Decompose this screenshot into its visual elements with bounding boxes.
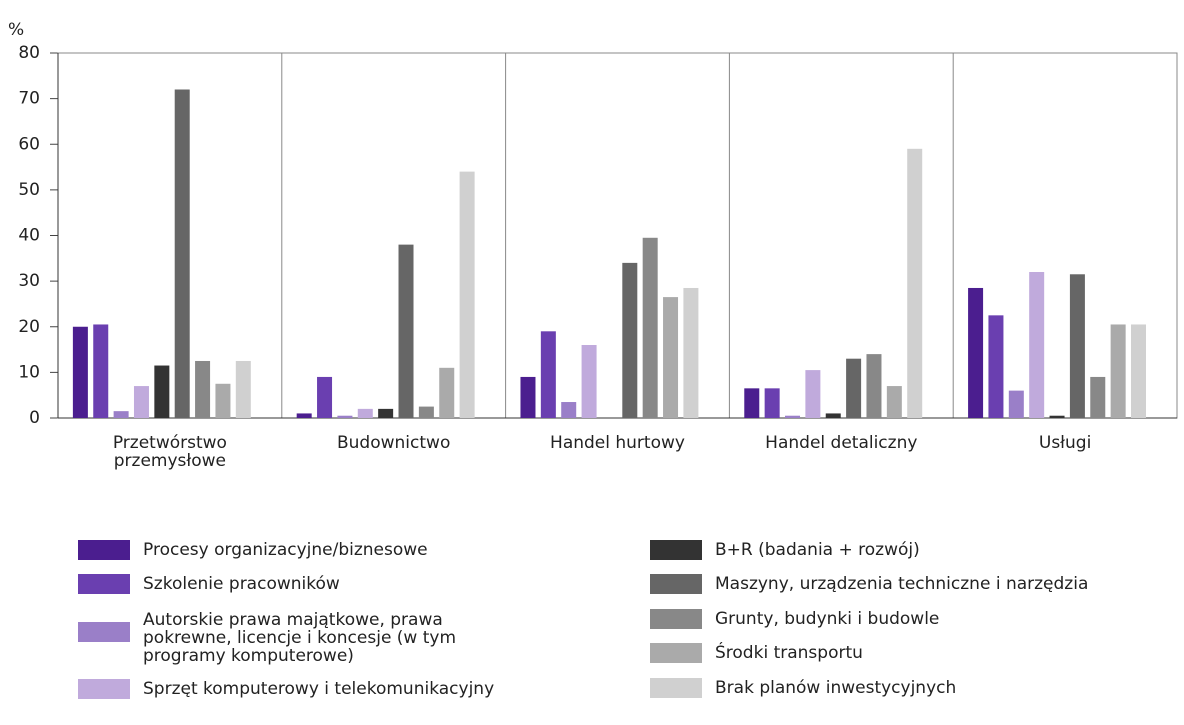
legend-swatch xyxy=(650,574,702,594)
y-tick-label: 10 xyxy=(18,362,40,382)
bar xyxy=(378,408,394,418)
bar xyxy=(113,411,129,418)
bar xyxy=(805,370,821,418)
legend-label: Procesy organizacyjne/biznesowe xyxy=(143,540,428,560)
y-unit: % xyxy=(8,20,24,40)
legend-label: Grunty, budynki i budowle xyxy=(715,609,940,629)
bar xyxy=(744,388,760,418)
bar xyxy=(540,331,556,418)
bar xyxy=(968,287,984,418)
legend-label: Szkolenie pracowników xyxy=(143,574,340,594)
x-tick-label: Budownictwo xyxy=(337,433,451,453)
y-tick-label: 80 xyxy=(18,43,40,63)
bar xyxy=(215,383,231,418)
bar xyxy=(581,345,597,418)
legend-label: Brak planów inwestycyjnych xyxy=(715,678,957,698)
bar xyxy=(133,386,149,418)
y-tick-label: 30 xyxy=(18,271,40,291)
bar xyxy=(1049,415,1065,418)
legend-swatch xyxy=(650,643,702,663)
bar xyxy=(235,360,251,418)
bar xyxy=(622,262,638,418)
bar xyxy=(846,358,862,418)
legend-swatch xyxy=(650,678,702,698)
bar xyxy=(357,408,373,418)
plot-frame xyxy=(57,52,1178,419)
bar xyxy=(642,237,658,418)
bar xyxy=(398,244,414,418)
bar xyxy=(561,402,577,418)
legend-swatch xyxy=(78,679,130,699)
legend-label: Autorskie prawa majątkowe, prawa pokrewn… xyxy=(143,610,457,666)
bar xyxy=(663,297,679,418)
bar xyxy=(296,413,312,418)
bar xyxy=(154,365,170,418)
legend-swatch xyxy=(78,574,130,594)
legend-label: Sprzęt komputerowy i telekomunikacyjny xyxy=(143,679,495,699)
y-tick-label: 70 xyxy=(18,89,40,109)
bar xyxy=(683,287,699,418)
bar xyxy=(317,376,333,418)
bar xyxy=(93,324,109,418)
bar xyxy=(866,354,882,418)
legend-label: Maszyny, urządzenia techniczne i narzędz… xyxy=(715,574,1089,594)
legend-swatch xyxy=(650,540,702,560)
x-tick-label: Handel detaliczny xyxy=(765,433,918,453)
bar xyxy=(907,148,923,418)
bar xyxy=(439,367,455,418)
bar xyxy=(1131,324,1147,418)
bar xyxy=(337,415,353,418)
bar xyxy=(1029,272,1045,418)
legend-swatch xyxy=(650,609,702,629)
bar xyxy=(1008,390,1024,418)
y-tick-label: 60 xyxy=(18,134,40,154)
legend-label: B+R (badania + rozwój) xyxy=(715,540,920,560)
bar xyxy=(1090,376,1106,418)
bar xyxy=(1069,274,1085,418)
bar xyxy=(195,360,211,418)
bar xyxy=(1110,324,1126,418)
bar xyxy=(418,406,434,418)
y-tick-label: 20 xyxy=(18,317,40,337)
bar xyxy=(988,315,1004,418)
x-tick-label: Usługi xyxy=(1038,433,1092,453)
bar xyxy=(174,89,190,418)
bar xyxy=(825,413,841,418)
legend-label: Środki transportu xyxy=(715,643,863,663)
legend-swatch xyxy=(78,622,130,642)
y-tick-label: 0 xyxy=(29,408,40,428)
bar xyxy=(886,386,902,418)
x-tick-label: Handel hurtowy xyxy=(550,433,685,453)
x-tick-label: Przetwórstwo przemysłowe xyxy=(112,433,227,471)
legend-swatch xyxy=(78,540,130,560)
bar xyxy=(520,376,536,418)
y-tick-label: 40 xyxy=(18,226,40,246)
y-tick-label: 50 xyxy=(18,180,40,200)
bar xyxy=(785,415,801,418)
bar xyxy=(459,171,475,418)
bar xyxy=(764,388,780,418)
bar xyxy=(72,326,88,418)
